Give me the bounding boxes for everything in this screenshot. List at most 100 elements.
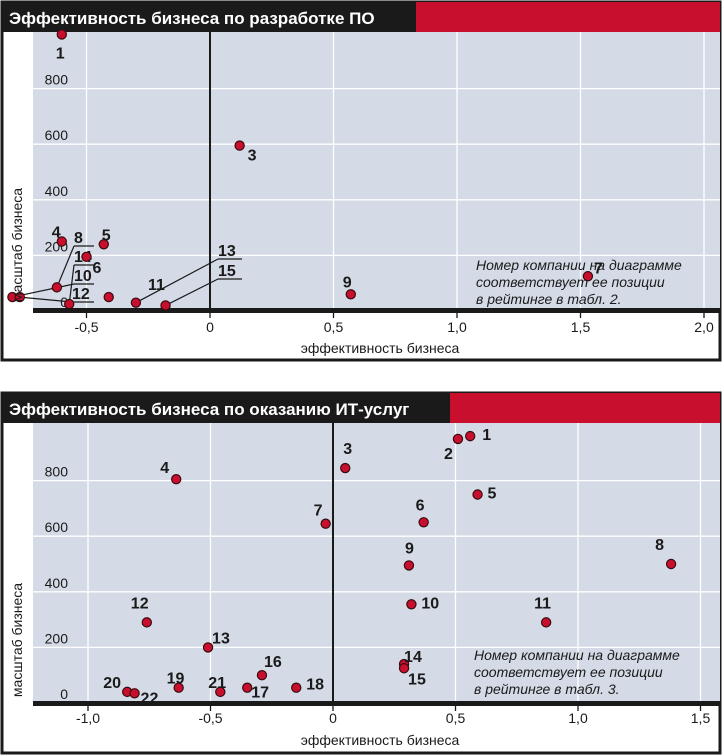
y-tick-label: 200 xyxy=(45,630,69,646)
data-point xyxy=(242,682,253,693)
point-label: 12 xyxy=(72,286,90,303)
chart-note: Номер компании на диаграммесоответствует… xyxy=(474,647,680,697)
data-point xyxy=(256,670,268,681)
x-axis-line xyxy=(33,701,720,706)
y-tick-label: 600 xyxy=(45,127,69,143)
data-point xyxy=(345,289,356,300)
data-point xyxy=(472,489,483,500)
data-point xyxy=(141,617,152,628)
data-point xyxy=(406,599,417,610)
point-label: 7 xyxy=(594,260,603,277)
x-tick-label: 0,5 xyxy=(324,319,344,335)
point-label: 14 xyxy=(404,649,422,666)
point-label: 1 xyxy=(56,45,65,62)
gridlines xyxy=(33,423,720,701)
point-label: 15 xyxy=(218,263,236,280)
data-point xyxy=(665,558,677,570)
y-tick-label: 0 xyxy=(60,294,68,310)
leader-line xyxy=(56,245,75,288)
point-label: 1 xyxy=(482,427,491,444)
data-point xyxy=(403,560,415,571)
point-label: 22 xyxy=(141,690,159,707)
point-label: 10 xyxy=(74,268,92,285)
point-label: 13 xyxy=(212,630,230,647)
data-point xyxy=(130,297,142,308)
point-label: 10 xyxy=(421,595,439,612)
leader-lines: 8141012111315 xyxy=(12,230,242,306)
data-point xyxy=(465,430,476,442)
note-line: Номер компании на диаграмме xyxy=(476,257,682,273)
tick-labels: 0200400600800-1,0-0,500,51,01,52,02,53,0… xyxy=(45,72,714,335)
chart-title: Эффективность бизнеса по разработке ПО xyxy=(9,9,375,28)
data-point xyxy=(291,682,302,693)
tick-labels: 0 200 400 600 800 -1,0 -0,5 0 0,5 1,0 1,5 xyxy=(45,464,711,726)
note-line: соответствует ее позиции xyxy=(476,274,665,290)
point-label: 4 xyxy=(160,460,169,477)
x-axis-title: эффективность бизнеса xyxy=(301,732,460,748)
x-axis-title: эффективность бизнеса xyxy=(301,340,460,356)
data-point xyxy=(56,236,68,247)
data-point xyxy=(51,282,63,293)
y-tick-label: 400 xyxy=(45,575,69,591)
point-label: 17 xyxy=(251,685,269,702)
data-point xyxy=(98,239,109,250)
y-axis-title: масштаб бизнеса xyxy=(9,188,25,302)
point-label: 5 xyxy=(102,227,111,244)
axes xyxy=(33,423,720,711)
title-bar xyxy=(2,393,450,423)
x-tick-label: 0 xyxy=(329,710,337,726)
data-point xyxy=(582,271,594,282)
y-tick-label: 400 xyxy=(45,183,69,199)
point-label: 7 xyxy=(314,503,323,520)
data-point xyxy=(234,140,245,151)
leader-line xyxy=(135,258,219,304)
data-point xyxy=(320,518,331,529)
y-tick-label: 800 xyxy=(45,72,69,88)
gridlines xyxy=(33,32,720,308)
y-tick-label: 0 xyxy=(60,686,68,702)
x-tick-label: 2,0 xyxy=(694,319,714,335)
title-bar xyxy=(2,2,416,32)
data-point xyxy=(173,682,184,693)
x-tick-label: -1,0 xyxy=(76,710,100,726)
x-tick-label: 0 xyxy=(206,319,214,335)
x-tick-label: 0,5 xyxy=(446,710,466,726)
data-point xyxy=(418,517,429,528)
point-label: 19 xyxy=(167,671,185,688)
x-tick-label: -0,5 xyxy=(74,319,98,335)
point-label: 6 xyxy=(416,497,425,514)
data-point xyxy=(64,298,75,310)
y-axis-title: масштаб бизнеса xyxy=(9,583,25,697)
leader-line xyxy=(19,296,73,303)
data-point xyxy=(452,433,464,445)
point-label: 3 xyxy=(343,441,352,458)
x-tick-label: 1,5 xyxy=(571,319,591,335)
point-label: 9 xyxy=(405,540,414,557)
plot-area xyxy=(33,32,720,308)
point-label: 15 xyxy=(408,671,426,688)
point-label: 8 xyxy=(74,230,83,247)
point-label: 9 xyxy=(343,274,352,291)
point-label: 16 xyxy=(264,654,282,671)
data-point xyxy=(129,688,140,699)
point-label: 11 xyxy=(534,595,551,612)
data-point xyxy=(160,300,171,311)
point-label: 6 xyxy=(93,260,102,277)
x-tick-label: 1,5 xyxy=(691,710,711,726)
chart-title: Эффективность бизнеса по оказанию ИТ-усл… xyxy=(9,400,409,419)
data-point xyxy=(103,291,114,303)
note-line: Номер компании на диаграмме xyxy=(474,647,680,663)
note-line: в рейтинге в табл. 3. xyxy=(474,681,620,697)
point-label: 21 xyxy=(208,675,226,692)
y-tick-label: 600 xyxy=(45,519,69,535)
chart-it-services: Эффективность бизнеса по оказанию ИТ-усл… xyxy=(0,391,722,755)
x-tick-label: 1,0 xyxy=(568,710,588,726)
data-point xyxy=(56,29,68,40)
plot-area xyxy=(33,423,720,701)
note-line: в рейтинге в табл. 2. xyxy=(476,291,622,307)
note-line: соответствует ее позиции xyxy=(474,664,663,680)
point-label: 12 xyxy=(131,595,149,612)
data-point xyxy=(340,462,351,474)
